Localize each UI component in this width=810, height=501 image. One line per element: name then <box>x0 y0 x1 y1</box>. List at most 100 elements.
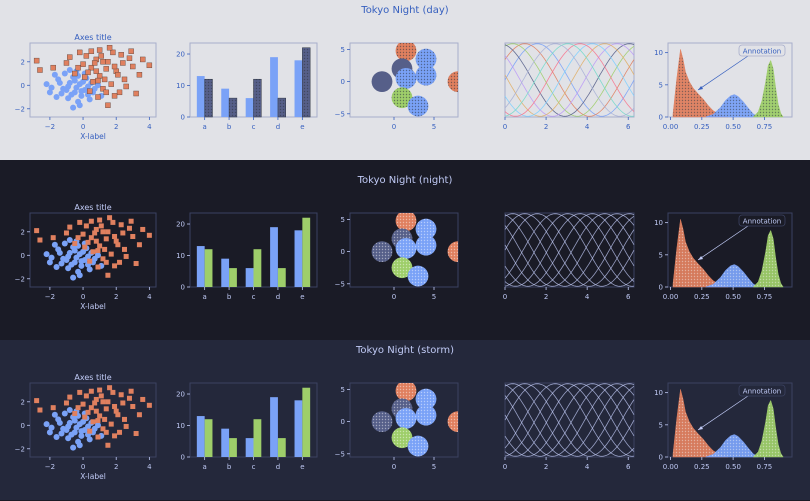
scatter-point-circle <box>76 442 83 449</box>
scatter-point-square <box>126 225 132 231</box>
scatter-point-square <box>93 238 99 244</box>
scatter-point-circle <box>66 67 73 74</box>
sine-line-5 <box>504 213 635 287</box>
sine-line-9 <box>504 43 635 117</box>
scatter-point-square <box>63 230 69 236</box>
circle-mark-blue <box>395 407 417 429</box>
scatter-x-tick-label: 4 <box>147 463 152 471</box>
scatter-point-square <box>110 49 116 56</box>
scatter-point-circle <box>56 249 63 256</box>
sine-line-6 <box>504 383 635 457</box>
scatter-point-square <box>95 77 101 84</box>
scatter-point-circle <box>61 240 68 247</box>
scatter-point-circle <box>56 419 63 426</box>
scatter-point-square <box>88 64 95 71</box>
bar-b-series-1 <box>228 97 238 118</box>
scatter-point-square <box>100 426 106 432</box>
scatter-point-square <box>97 217 103 223</box>
scatter-point-square <box>82 244 88 250</box>
scatter-point-circle <box>78 88 85 95</box>
scatter-point-circle <box>85 253 92 260</box>
scatter-point-square <box>118 392 124 398</box>
scatter-x-tick-label: 0 <box>81 463 85 471</box>
scatter-y-tick-label: 2 <box>21 228 25 236</box>
lines-x-tick-label: 2 <box>544 123 548 131</box>
circles-x-tick-label: 5 <box>432 463 436 471</box>
bar-c-series-1 <box>253 78 262 118</box>
scatter-point-square <box>103 66 109 72</box>
bar-c-series-0 <box>245 268 254 287</box>
scatter-point-square <box>77 389 83 395</box>
scatter-point-circle <box>70 104 77 111</box>
scatter-point-circle <box>48 254 55 261</box>
sine-line-0 <box>504 383 635 457</box>
scatter-point-square <box>95 264 101 270</box>
scatter-point-square <box>88 405 94 411</box>
scatter-point-square <box>80 401 86 407</box>
scatter-point-square <box>37 67 43 73</box>
bar-category-label: c <box>252 293 256 301</box>
hist-y-tick-label: 10 <box>654 219 663 227</box>
hist-y-tick-label: 5 <box>659 251 663 259</box>
circle-mark-gray <box>371 71 393 93</box>
scatter-point-square <box>50 235 56 241</box>
sine-line-2 <box>504 213 635 287</box>
hist-x-tick-label: 0.75 <box>757 293 773 301</box>
scatter-point-square <box>112 233 118 239</box>
scatter-point-square <box>111 63 118 70</box>
annotation-arrow <box>697 225 749 261</box>
scatter-point-square <box>126 395 132 401</box>
sine-line-4 <box>504 43 635 117</box>
lines-x-tick-label: 4 <box>585 293 590 301</box>
scatter-point-square <box>136 242 142 248</box>
hist-area-blue <box>705 94 760 118</box>
scatter-point-square <box>136 72 143 78</box>
scatter-point-square <box>100 256 106 262</box>
circle-mark-blue <box>395 237 417 259</box>
lines-x-tick-label: 6 <box>626 463 631 471</box>
scatter-point-square <box>88 235 94 241</box>
scatter-point-square <box>130 403 136 409</box>
sine-line-7 <box>504 43 635 117</box>
scatter-point-square <box>136 412 142 418</box>
bar-a-series-1 <box>204 249 213 287</box>
annotation-arrow-head <box>698 85 704 90</box>
circles-x-tick-label: 0 <box>392 123 396 131</box>
sine-line-7 <box>504 213 635 287</box>
bar-category-label: d <box>276 123 280 131</box>
scatter-point-circle <box>80 248 87 255</box>
circles-y-tick-label: 0 <box>341 78 345 86</box>
sine-line-1 <box>504 213 635 287</box>
scatter-point-square <box>87 428 93 434</box>
annotation-box <box>738 44 786 57</box>
sine-line-4 <box>504 383 635 457</box>
circle-mark-blue <box>407 95 429 117</box>
scatter-point-square <box>34 228 40 234</box>
bar-b-series-0 <box>221 258 230 287</box>
circle-mark-gray <box>371 411 393 433</box>
sine-line-0 <box>504 43 635 117</box>
lines-x-tick-label: 0 <box>503 463 507 471</box>
circles-y-tick-label: −5 <box>335 110 345 118</box>
scatter-point-square <box>115 412 121 418</box>
scatter-point-square <box>80 61 86 67</box>
hist-y-tick-label: 0 <box>659 114 663 122</box>
bar-y-tick-label: 10 <box>176 82 185 90</box>
sine-line-8 <box>504 213 635 287</box>
bar-category-label: b <box>227 123 232 131</box>
scatter-x-tick-label: −2 <box>45 123 55 131</box>
scatter-point-circle <box>86 96 93 103</box>
circles-y-tick-label: 5 <box>341 46 345 54</box>
scatter-point-square <box>103 259 109 265</box>
bar-e-series-1 <box>302 47 311 118</box>
bar-d-series-1 <box>277 268 286 287</box>
scatter-point-circle <box>71 77 78 84</box>
scatter-point-square <box>83 393 89 399</box>
bar-c-series-1 <box>253 419 262 457</box>
bar-y-tick-label: 20 <box>176 221 185 229</box>
scatter-point-circle <box>76 272 83 279</box>
bar-y-tick-label: 0 <box>181 454 185 462</box>
scatter-point-square <box>112 403 118 409</box>
bar-e-series-0 <box>294 400 303 457</box>
